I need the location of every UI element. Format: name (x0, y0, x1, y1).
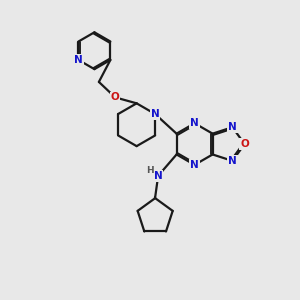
Text: N: N (228, 156, 237, 166)
Text: O: O (240, 139, 249, 149)
Text: N: N (228, 122, 237, 132)
Text: N: N (74, 55, 83, 65)
Text: O: O (111, 92, 120, 102)
Text: N: N (154, 171, 163, 181)
Text: H: H (146, 166, 154, 175)
Text: N: N (190, 160, 199, 170)
Text: N: N (190, 118, 199, 128)
Text: N: N (151, 109, 160, 119)
